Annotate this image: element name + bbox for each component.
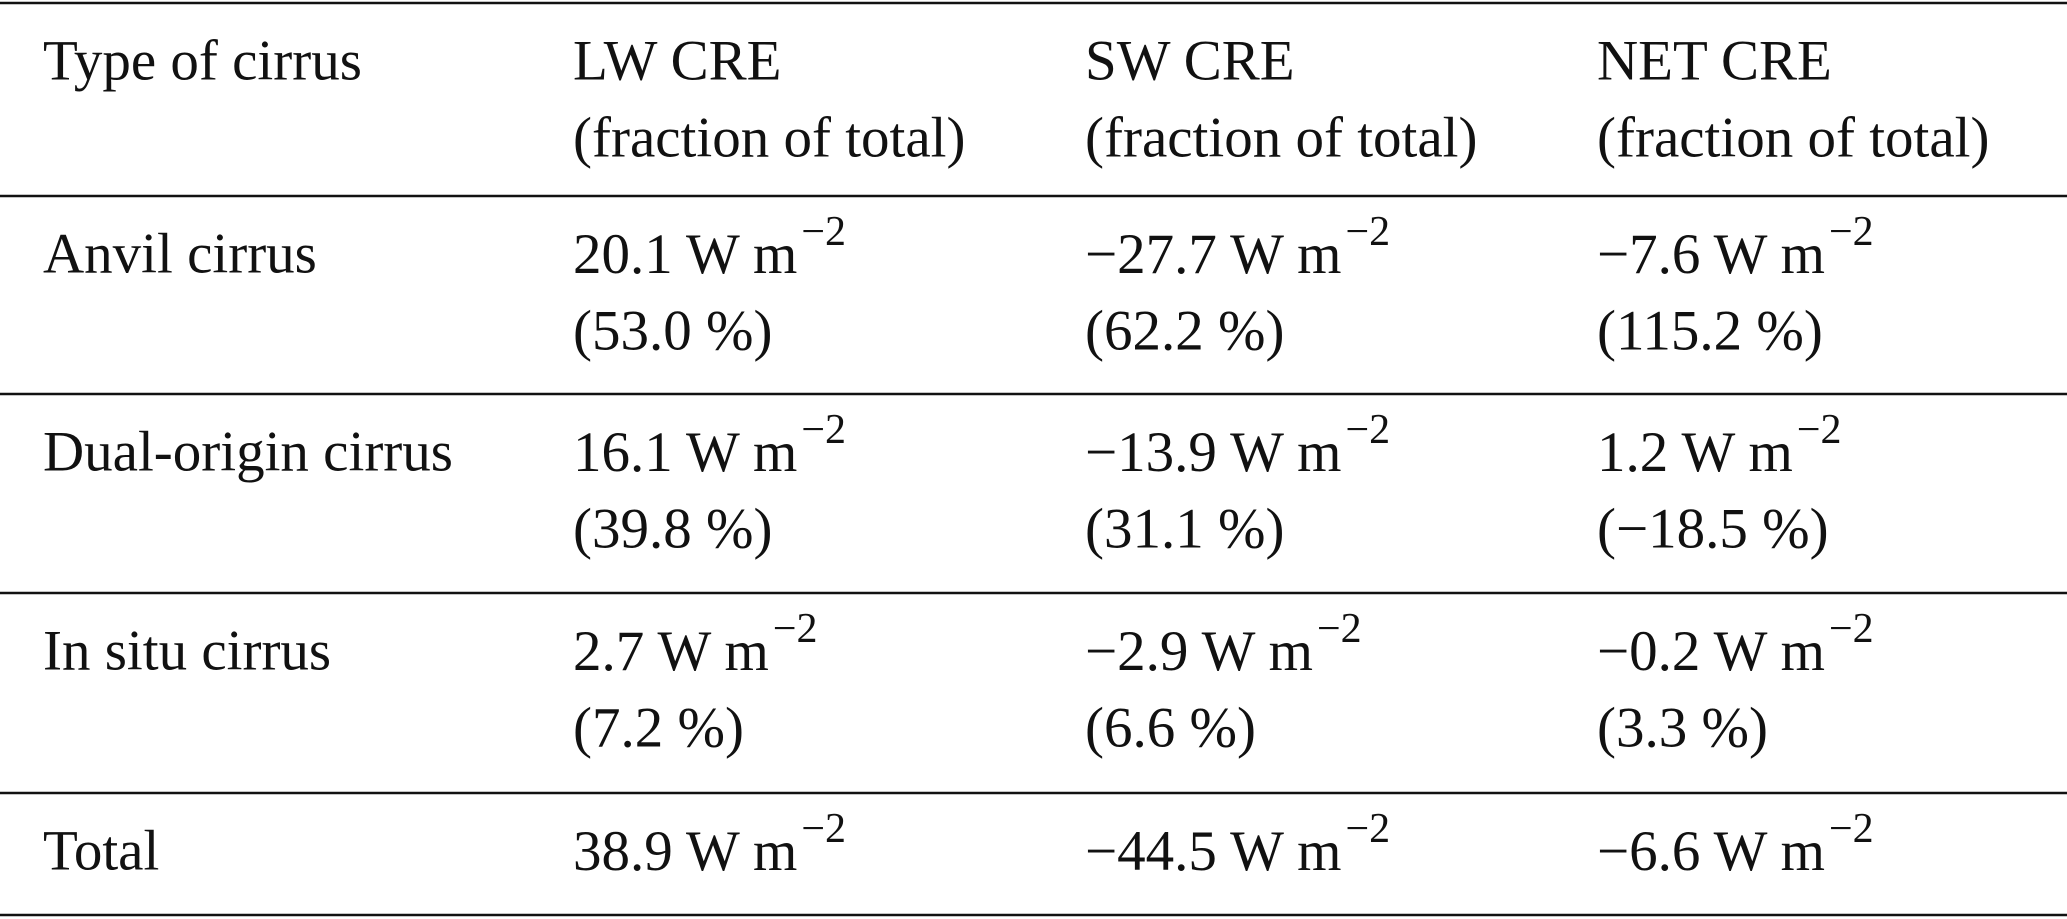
cell-value: 20.1 W m−2 xyxy=(573,209,846,286)
value: −27.7 W m xyxy=(1085,223,1341,286)
row-label: In situ cirrus xyxy=(43,620,331,683)
cell-value: −6.6 W m−2 xyxy=(1597,806,1874,883)
value: −44.5 W m xyxy=(1085,820,1341,883)
header-text: (fraction of total) xyxy=(1085,107,1478,170)
row-label: Anvil cirrus xyxy=(43,223,317,286)
exponent: −2 xyxy=(1797,407,1842,453)
value: 2.7 W m xyxy=(573,620,769,683)
exponent: −2 xyxy=(1345,407,1390,453)
cell-fraction: (6.6 %) xyxy=(1085,697,1256,760)
exponent: −2 xyxy=(801,407,846,453)
exponent: −2 xyxy=(1345,209,1390,255)
cell-value: −27.7 W m−2 xyxy=(1085,209,1390,286)
header-text: SW CRE xyxy=(1085,30,1295,93)
value: −6.6 W m xyxy=(1597,820,1825,883)
value: −13.9 W m xyxy=(1085,421,1341,484)
value: −7.6 W m xyxy=(1597,223,1825,286)
cell-value: −7.6 W m−2 xyxy=(1597,209,1874,286)
header-text: NET CRE xyxy=(1597,30,1832,93)
exponent: −2 xyxy=(1317,606,1362,652)
value: 16.1 W m xyxy=(573,421,797,484)
cell-value: −44.5 W m−2 xyxy=(1085,806,1390,883)
cell-value: 16.1 W m−2 xyxy=(573,407,846,484)
cell-fraction: (115.2 %) xyxy=(1597,300,1823,363)
value: 20.1 W m xyxy=(573,223,797,286)
cell-fraction: (3.3 %) xyxy=(1597,697,1768,760)
cell-value: −2.9 W m−2 xyxy=(1085,606,1362,683)
cell-fraction: (39.8 %) xyxy=(573,498,772,561)
row-label: Dual-origin cirrus xyxy=(43,421,453,484)
exponent: −2 xyxy=(801,806,846,852)
value: 1.2 W m xyxy=(1597,421,1793,484)
value: −2.9 W m xyxy=(1085,620,1313,683)
exponent: −2 xyxy=(1829,806,1874,852)
exponent: −2 xyxy=(1345,806,1390,852)
header-text: (fraction of total) xyxy=(573,107,966,170)
cell-fraction: (7.2 %) xyxy=(573,697,744,760)
cell-value: 38.9 W m−2 xyxy=(573,806,846,883)
cell-fraction: (62.2 %) xyxy=(1085,300,1284,363)
row-label: Total xyxy=(43,820,159,883)
cell-fraction: (−18.5 %) xyxy=(1597,498,1829,561)
exponent: −2 xyxy=(1829,606,1874,652)
value: 38.9 W m xyxy=(573,820,797,883)
header-text: (fraction of total) xyxy=(1597,107,1990,170)
cell-value: 1.2 W m−2 xyxy=(1597,407,1842,484)
cell-fraction: (31.1 %) xyxy=(1085,498,1284,561)
header-text: LW CRE xyxy=(573,30,781,93)
cell-value: 2.7 W m−2 xyxy=(573,606,818,683)
exponent: −2 xyxy=(801,209,846,255)
exponent: −2 xyxy=(1829,209,1874,255)
exponent: −2 xyxy=(773,606,818,652)
cell-fraction: (53.0 %) xyxy=(573,300,772,363)
cell-value: −13.9 W m−2 xyxy=(1085,407,1390,484)
header-text: Type of cirrus xyxy=(43,30,362,93)
cell-value: −0.2 W m−2 xyxy=(1597,606,1874,683)
value: −0.2 W m xyxy=(1597,620,1825,683)
